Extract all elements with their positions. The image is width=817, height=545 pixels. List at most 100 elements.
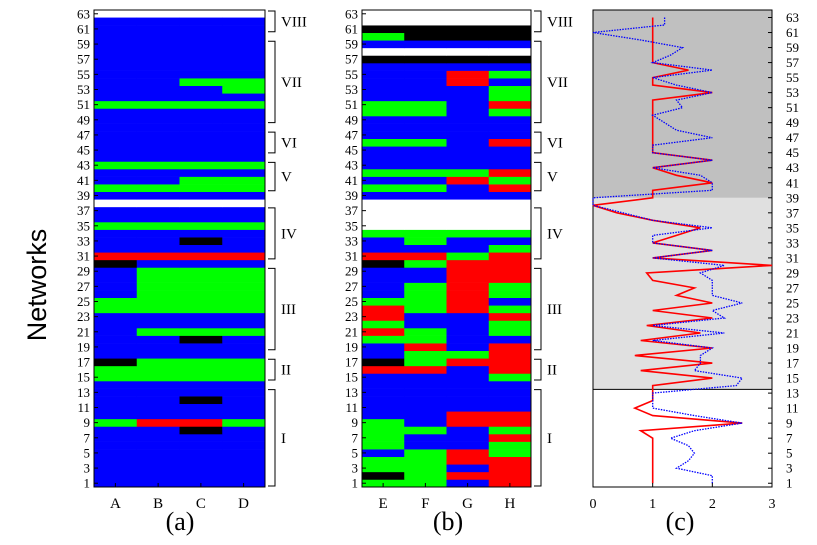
cell-r3-h bbox=[488, 464, 532, 473]
cell-r32-a bbox=[94, 244, 138, 253]
cell-r9-g bbox=[446, 418, 490, 427]
cell-r58-d bbox=[222, 47, 266, 56]
cell-r3-e bbox=[362, 464, 405, 473]
cell-r9-h bbox=[488, 418, 532, 427]
cell-r26-c bbox=[179, 290, 223, 299]
cell-r15-b bbox=[136, 373, 180, 382]
cell-r26-f bbox=[404, 290, 447, 299]
y-tick-label: 61 bbox=[786, 25, 799, 40]
cell-r8-b bbox=[136, 426, 180, 435]
cell-r56-d bbox=[222, 63, 266, 71]
cell-r47-f bbox=[404, 131, 447, 140]
cell-r27-d bbox=[222, 282, 266, 291]
cell-r2-e bbox=[362, 471, 405, 480]
cell-r33-e bbox=[362, 237, 405, 246]
cell-r33-h bbox=[488, 237, 532, 246]
cell-r3-b bbox=[136, 464, 180, 473]
cell-r12-d bbox=[222, 396, 266, 405]
cell-r15-h bbox=[488, 373, 532, 382]
plot-frame bbox=[361, 9, 532, 488]
y-tick-label: 35 bbox=[786, 220, 799, 235]
cell-r15-g bbox=[446, 373, 490, 382]
cell-r7-d bbox=[222, 434, 266, 442]
cell-r23-f bbox=[404, 312, 447, 321]
cell-r54-b bbox=[136, 78, 180, 87]
cell-r55-e bbox=[362, 70, 405, 79]
group-bracket-ii bbox=[534, 358, 542, 381]
cell-r9-e bbox=[362, 418, 405, 427]
cell-r52-b bbox=[136, 93, 180, 102]
cell-r42-g bbox=[446, 169, 490, 177]
cell-r54-c bbox=[179, 78, 223, 87]
row-tick-label: 57 bbox=[345, 52, 359, 67]
cell-r41-b bbox=[136, 176, 180, 185]
cell-r51-c bbox=[179, 100, 223, 109]
cell-r56-b bbox=[136, 63, 180, 71]
cell-r2-b bbox=[136, 471, 180, 480]
cell-r46-a bbox=[94, 138, 138, 147]
cell-r6-c bbox=[179, 441, 223, 450]
y-tick-label: 17 bbox=[786, 356, 800, 371]
cell-r35-a bbox=[94, 222, 138, 230]
cell-r48-b bbox=[136, 123, 180, 132]
cell-r45-c bbox=[179, 146, 223, 155]
cell-r14-g bbox=[446, 381, 490, 389]
cell-r57-c bbox=[179, 55, 223, 64]
row-tick-label: 55 bbox=[345, 67, 358, 82]
cell-r29-a bbox=[94, 267, 138, 276]
cell-r62-c bbox=[179, 17, 223, 26]
cell-r28-b bbox=[136, 275, 180, 283]
cell-r17-a bbox=[94, 358, 138, 367]
cell-r14-f bbox=[404, 381, 447, 389]
cell-r11-a bbox=[94, 403, 138, 412]
cell-r51-a bbox=[94, 100, 138, 109]
row-tick-label: 13 bbox=[77, 385, 90, 400]
cell-r59-f bbox=[404, 40, 447, 49]
cell-r8-a bbox=[94, 426, 138, 435]
cell-r33-d bbox=[222, 237, 266, 246]
cell-r11-e bbox=[362, 403, 405, 412]
cell-r16-b bbox=[136, 365, 180, 374]
cell-r9-f bbox=[404, 418, 447, 427]
cell-r42-f bbox=[404, 169, 447, 177]
cell-r24-a bbox=[94, 305, 138, 314]
heatmap-panel-a: 1357911131517192123252729313335373941434… bbox=[77, 6, 307, 512]
cell-r10-h bbox=[488, 411, 532, 420]
group-bracket-ii bbox=[268, 358, 276, 381]
row-tick-label: 45 bbox=[77, 143, 90, 158]
heatmap-panel-b: 1357911131517192123252729313335373941434… bbox=[345, 6, 573, 512]
cell-r4-g bbox=[446, 456, 490, 465]
cell-r62-e bbox=[362, 17, 405, 26]
cell-r36-c bbox=[179, 214, 223, 223]
cell-r33-g bbox=[446, 237, 490, 246]
group-label-vi: VI bbox=[281, 136, 297, 152]
group-bracket-vii bbox=[268, 40, 276, 124]
cell-r52-h bbox=[488, 93, 532, 102]
cell-r11-h bbox=[488, 403, 532, 412]
cell-r25-f bbox=[404, 297, 447, 306]
row-tick-label: 29 bbox=[345, 264, 358, 279]
cell-r61-c bbox=[179, 25, 223, 34]
cell-r6-f bbox=[404, 441, 447, 450]
cell-r10-f bbox=[404, 411, 447, 420]
cell-r29-g bbox=[446, 267, 490, 276]
cell-r59-g bbox=[446, 40, 490, 49]
row-tick-label: 51 bbox=[77, 97, 90, 112]
cell-r36-e bbox=[362, 214, 405, 223]
cell-r55-f bbox=[404, 70, 447, 79]
group-bracket-vi bbox=[268, 131, 276, 154]
y-tick-label: 43 bbox=[786, 160, 799, 175]
y-tick-label: 1 bbox=[786, 476, 793, 491]
cell-r32-f bbox=[404, 244, 447, 253]
cell-r18-g bbox=[446, 350, 490, 359]
group-label-v: V bbox=[281, 170, 292, 186]
cell-r43-c bbox=[179, 161, 223, 170]
cell-r34-a bbox=[94, 229, 138, 238]
cell-r7-h bbox=[488, 434, 532, 442]
cell-r16-f bbox=[404, 365, 447, 374]
cell-r34-b bbox=[136, 229, 180, 238]
cell-r9-d bbox=[222, 418, 266, 427]
group-label-v: V bbox=[547, 170, 558, 186]
cell-r48-f bbox=[404, 123, 447, 132]
cell-r13-a bbox=[94, 388, 138, 397]
